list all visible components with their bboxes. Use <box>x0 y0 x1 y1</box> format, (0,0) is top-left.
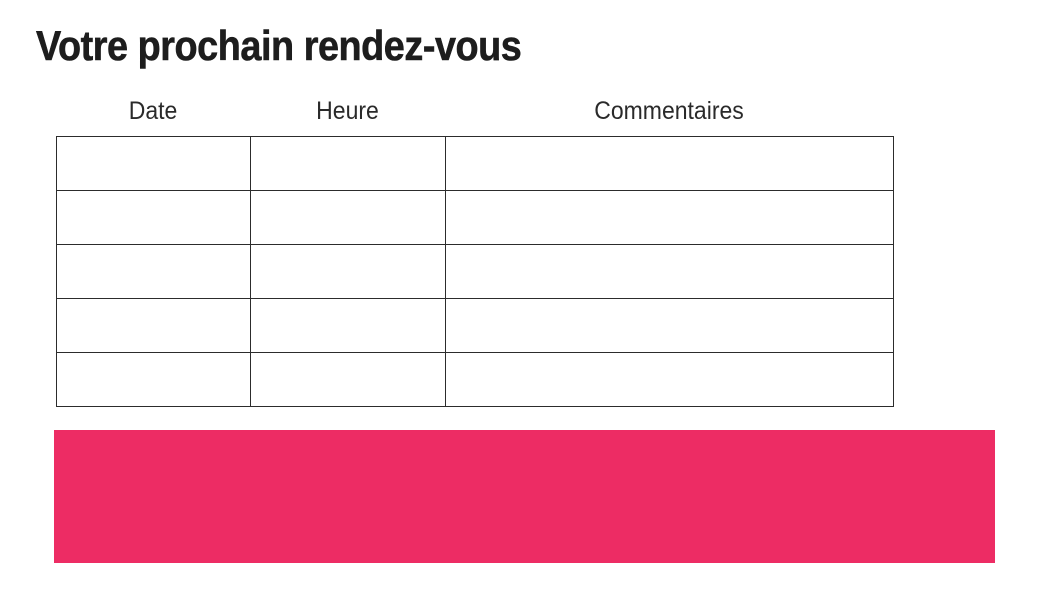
table-cell-heure <box>250 298 446 353</box>
table-cell-date <box>56 136 251 191</box>
appointments-table <box>56 136 894 407</box>
page-title: Votre prochain rendez-vous <box>36 22 522 70</box>
table-cell-heure <box>250 136 446 191</box>
table-cell-commentaires <box>445 244 894 299</box>
table-row <box>56 352 894 407</box>
column-headers: Date Heure Commentaires <box>0 94 1050 128</box>
table-row <box>56 136 894 191</box>
table-cell-date <box>56 352 251 407</box>
table-cell-commentaires <box>445 136 894 191</box>
table-cell-heure <box>250 244 446 299</box>
table-cell-commentaires <box>445 352 894 407</box>
table-cell-heure <box>250 352 446 407</box>
table-cell-date <box>56 190 251 245</box>
table-cell-date <box>56 244 251 299</box>
column-header-date: Date <box>128 97 178 125</box>
table-cell-heure <box>250 190 446 245</box>
table-row <box>56 298 894 353</box>
table-cell-commentaires <box>445 190 894 245</box>
highlight-banner <box>54 430 995 563</box>
column-header-commentaires: Commentaires <box>594 97 744 125</box>
table-cell-commentaires <box>445 298 894 353</box>
table-cell-date <box>56 298 251 353</box>
column-header-heure: Heure <box>316 97 379 125</box>
table-row <box>56 244 894 299</box>
table-row <box>56 190 894 245</box>
